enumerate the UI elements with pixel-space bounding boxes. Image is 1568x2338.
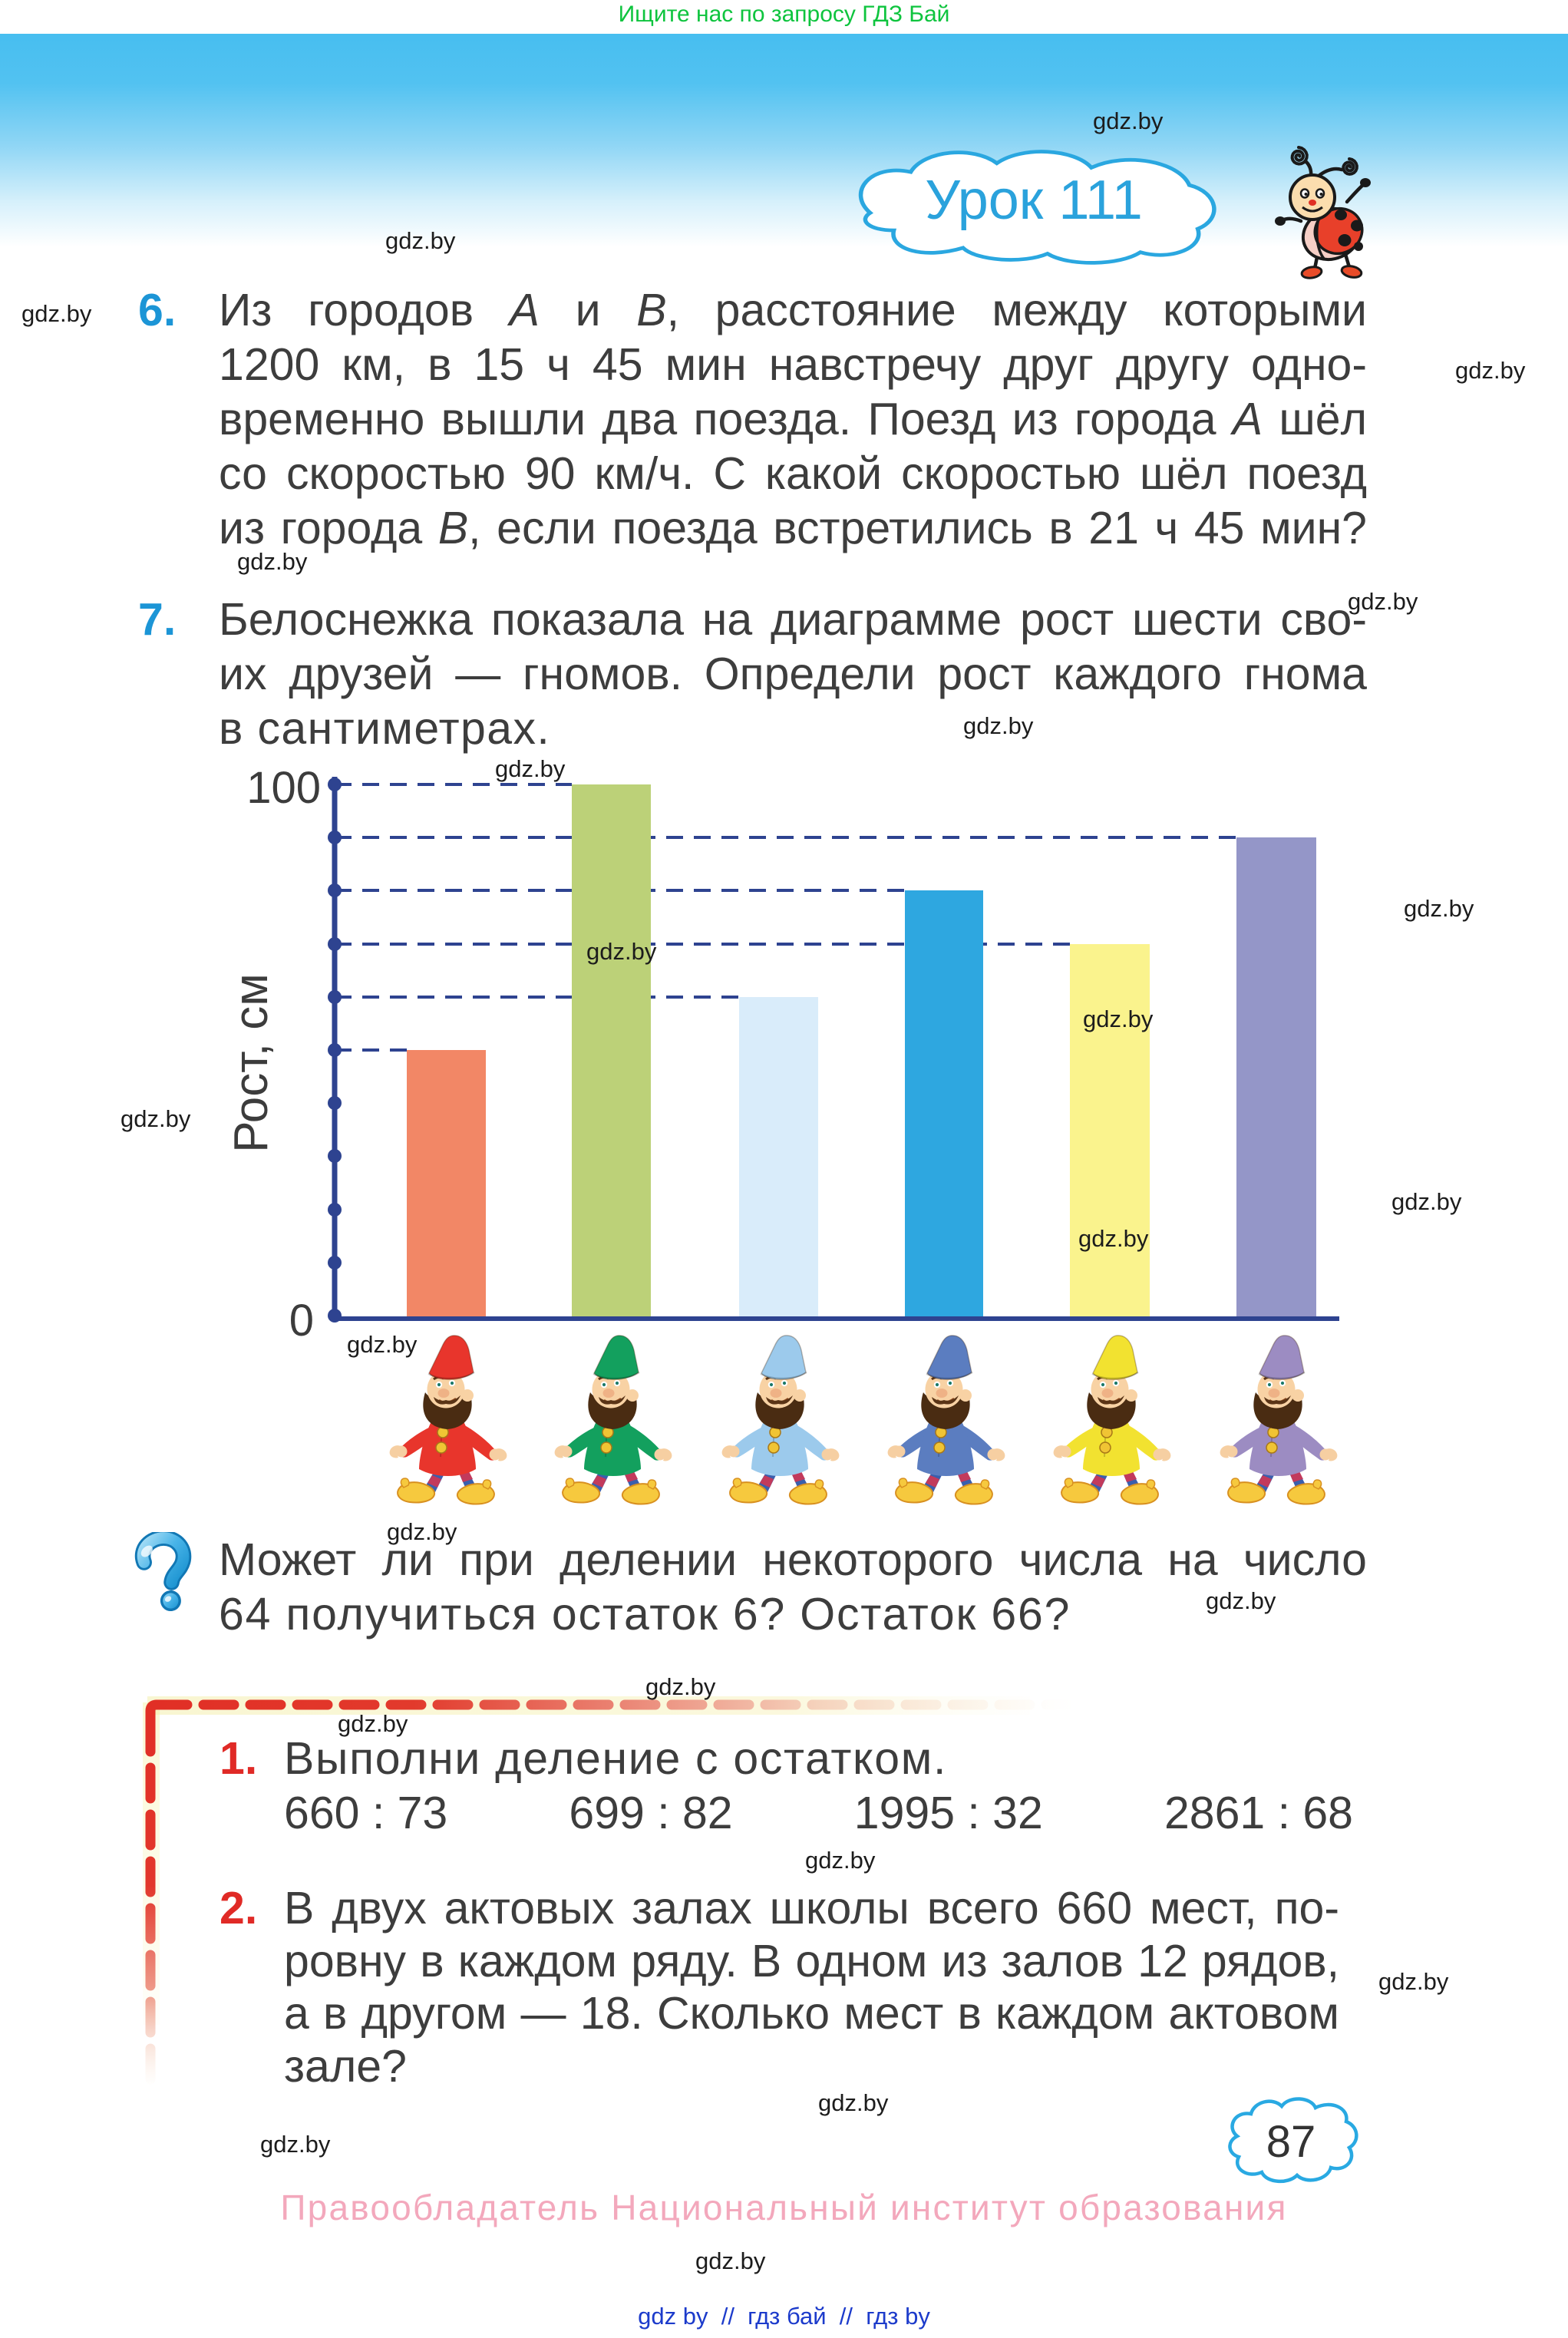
svg-text:100: 100 (246, 763, 321, 813)
svg-text:Урок 111: Урок 111 (925, 170, 1143, 231)
svg-text:Рост, см: Рост, см (225, 973, 278, 1153)
svg-text:0: 0 (289, 1296, 314, 1346)
svg-text:87: 87 (1266, 2117, 1316, 2167)
